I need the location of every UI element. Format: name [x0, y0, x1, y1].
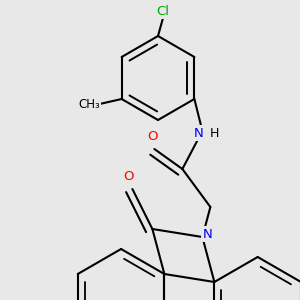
- Text: O: O: [123, 170, 134, 183]
- Text: H: H: [210, 127, 219, 140]
- Text: CH₃: CH₃: [78, 98, 100, 110]
- Text: O: O: [147, 130, 158, 143]
- Text: N: N: [194, 127, 203, 140]
- Text: Cl: Cl: [157, 5, 169, 18]
- Text: N: N: [202, 227, 212, 241]
